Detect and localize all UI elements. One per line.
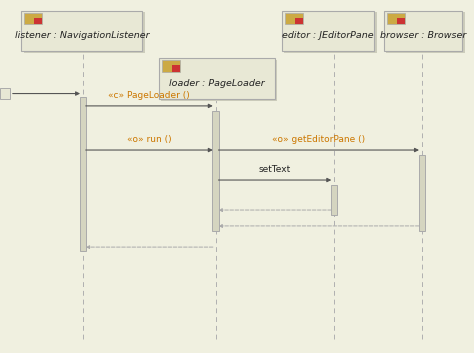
Bar [386, 12, 465, 53]
Text: editor : JEditorPane: editor : JEditorPane [283, 31, 374, 40]
Text: «c» PageLoader (): «c» PageLoader () [109, 91, 190, 100]
Bar [384, 11, 462, 51]
Bar [162, 60, 180, 72]
Bar [80, 97, 86, 251]
Bar [397, 18, 405, 24]
Text: setText: setText [259, 165, 291, 174]
Bar [387, 13, 405, 24]
Text: «o» run (): «o» run () [127, 135, 172, 144]
Bar [159, 58, 275, 99]
Text: browser : Browser: browser : Browser [380, 31, 466, 40]
Bar [21, 11, 142, 51]
Bar [284, 12, 377, 53]
Bar [282, 11, 374, 51]
Bar [24, 13, 42, 24]
Bar [34, 18, 42, 24]
Bar [212, 111, 219, 231]
Text: «o» getEditorPane (): «o» getEditorPane () [272, 135, 365, 144]
Bar [161, 60, 277, 101]
Bar [331, 185, 337, 215]
Bar [24, 12, 145, 53]
Bar [295, 18, 303, 24]
Bar [172, 65, 180, 72]
Bar [285, 13, 303, 24]
Bar [419, 155, 425, 231]
Text: loader : PageLoader: loader : PageLoader [169, 79, 264, 88]
Bar [0, 88, 10, 99]
Text: listener : NavigationListener: listener : NavigationListener [15, 31, 149, 40]
